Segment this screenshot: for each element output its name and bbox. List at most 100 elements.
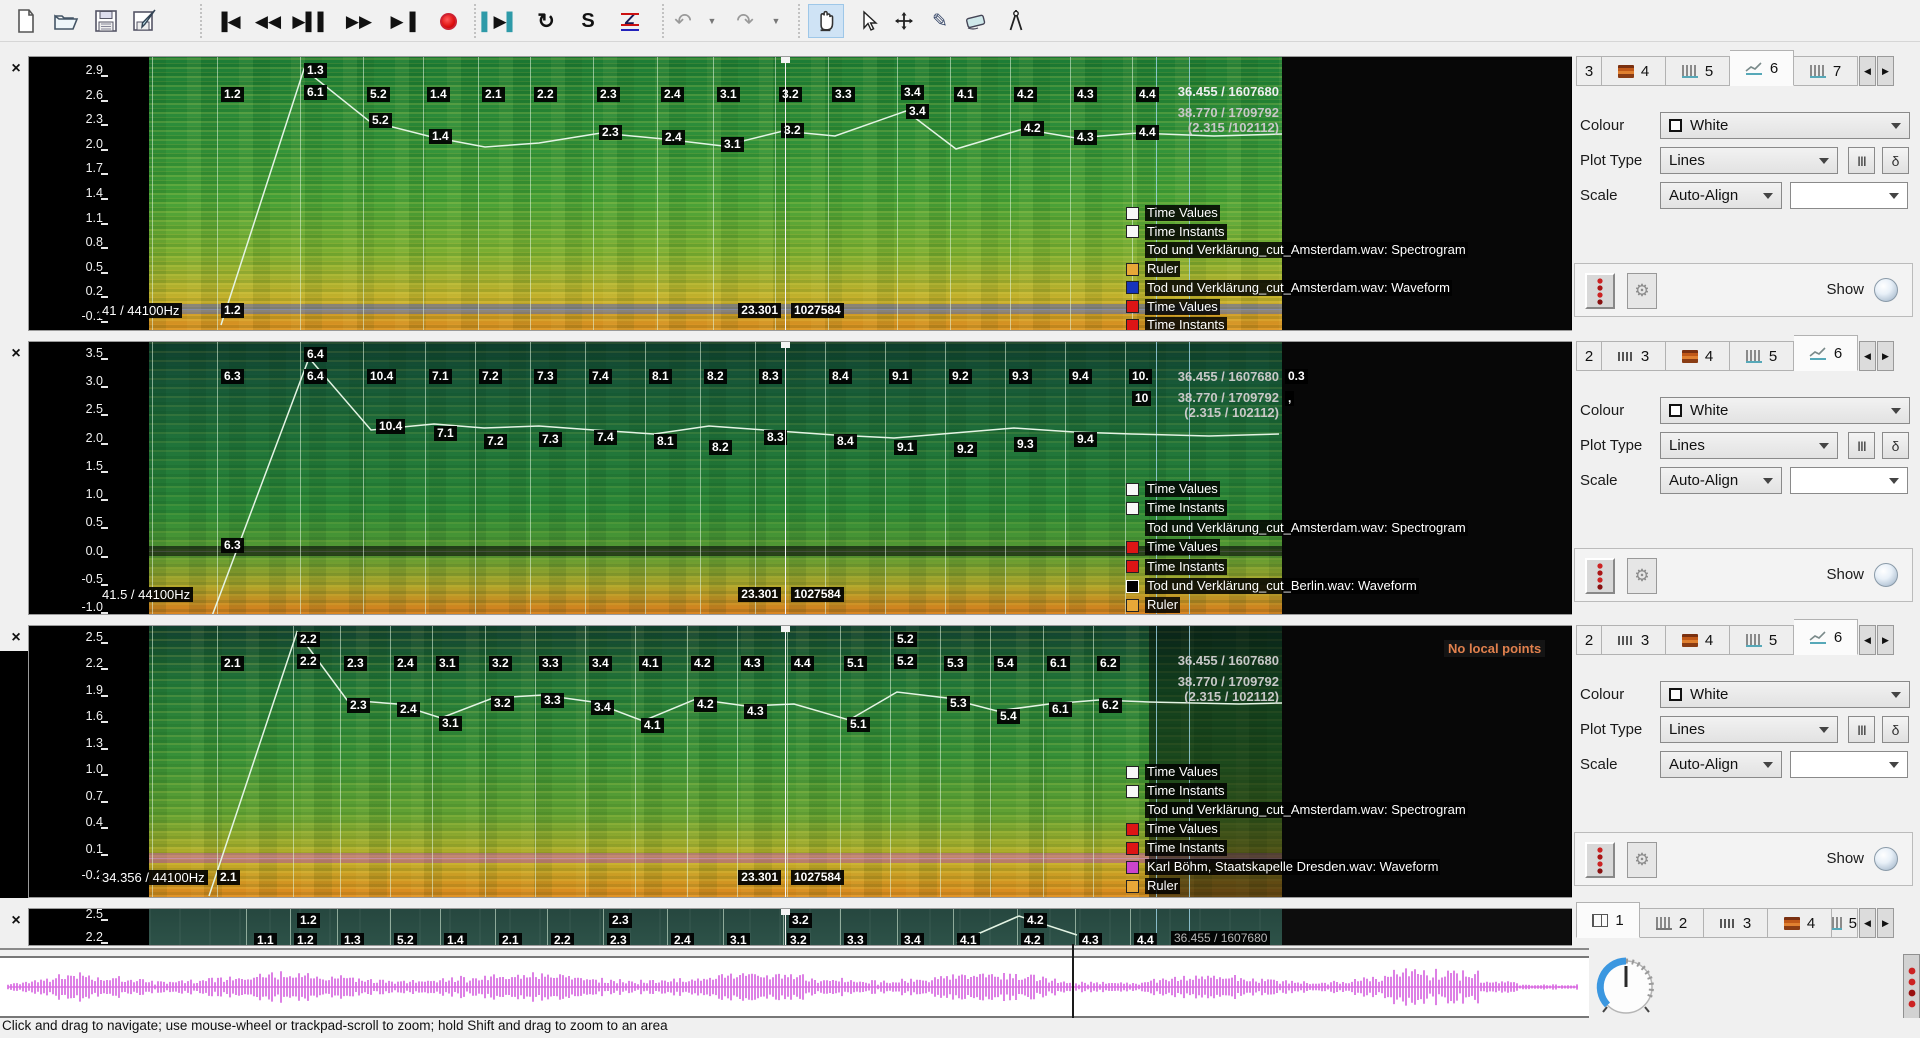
plot-type-select[interactable]: Lines — [1660, 147, 1838, 174]
close-pane-button[interactable]: × — [5, 910, 27, 932]
solo-playback-button[interactable]: S — [570, 4, 606, 38]
derivative-button[interactable]: δ — [1882, 147, 1909, 174]
layer-tab-5[interactable]: 5 — [1832, 908, 1858, 938]
show-toggle[interactable] — [1874, 847, 1898, 871]
redo-button[interactable]: ↷ — [730, 4, 760, 38]
show-toggle[interactable] — [1874, 278, 1898, 302]
spectrogram-view[interactable]: 1.21.36.15.21.42.12.22.32.43.13.23.33.44… — [149, 57, 1571, 330]
level-meter-button[interactable] — [1585, 842, 1615, 878]
layer-tab-3[interactable]: 3 — [1576, 56, 1602, 86]
play-selection-button[interactable]: ▌▶▌ — [482, 4, 518, 38]
scale-unit-select[interactable] — [1790, 182, 1908, 209]
derivative-button[interactable]: δ — [1882, 716, 1909, 743]
undo-dropdown-button[interactable]: ▼ — [702, 4, 722, 38]
tab-number: 7 — [1833, 63, 1841, 80]
pane-1[interactable]: 2.92.62.32.01.71.41.10.80.50.2-0.11.21.3… — [28, 56, 1575, 331]
layer-tab-5[interactable]: 5 — [1730, 625, 1794, 655]
tab-scroll-right-button[interactable]: ▶ — [1877, 908, 1894, 938]
level-meter-button[interactable] — [1585, 273, 1615, 309]
layer-tab-3[interactable]: 3 — [1602, 341, 1666, 371]
tab-scroll-left-button[interactable]: ◀ — [1859, 625, 1876, 655]
select-tool-button[interactable] — [850, 4, 886, 38]
layer-tab-3[interactable]: 3 — [1602, 625, 1666, 655]
tab-scroll-right-button[interactable]: ▶ — [1877, 625, 1894, 655]
fast-forward-button[interactable]: ▶▶ — [341, 4, 377, 38]
segment-divisions-button[interactable]: III — [1848, 147, 1875, 174]
save-session-button[interactable] — [88, 4, 124, 38]
segment-divisions-button[interactable]: III — [1848, 432, 1875, 459]
tab-scroll-right-button[interactable]: ▶ — [1877, 341, 1894, 371]
layer-tab-6[interactable]: 6 — [1730, 50, 1794, 86]
loop-playback-button[interactable]: ↻ — [528, 4, 564, 38]
record-button[interactable] — [430, 4, 466, 38]
y-tick-label: 1.3 — [45, 736, 103, 750]
spectrogram-view[interactable]: 6.36.46.410.47.17.27.37.48.18.28.38.49.1… — [149, 342, 1571, 614]
segment-divisions-button[interactable]: III — [1848, 716, 1875, 743]
show-toggle[interactable] — [1874, 563, 1898, 587]
rewind-button[interactable]: ◀◀ — [250, 4, 286, 38]
align-toggle-button[interactable]: Z — [612, 4, 648, 38]
open-session-button[interactable] — [48, 4, 84, 38]
close-pane-button[interactable]: × — [5, 58, 27, 80]
layer-tab-2[interactable]: 2 — [1576, 341, 1602, 371]
overview-playhead[interactable] — [1072, 944, 1074, 1018]
scale-unit-select[interactable] — [1790, 467, 1908, 494]
layer-tab-4[interactable]: 4 — [1666, 341, 1730, 371]
layer-tab-6[interactable]: 6 — [1794, 335, 1858, 371]
playback-settings-button[interactable]: ⚙ — [1627, 558, 1657, 594]
export-session-button[interactable] — [127, 4, 163, 38]
layer-tab-4[interactable]: 4 — [1602, 56, 1666, 86]
layer-tab-4[interactable]: 4 — [1768, 908, 1832, 938]
tab-scroll-left-button[interactable]: ◀ — [1859, 341, 1876, 371]
layer-tab-3[interactable]: 3 — [1704, 908, 1768, 938]
pane-4[interactable]: 2.52.21.11.21.21.35.21.42.12.22.32.32.43… — [28, 908, 1575, 946]
play-pause-button[interactable]: ▶▌▌ — [293, 4, 329, 38]
scale-select[interactable]: Auto-Align — [1660, 467, 1782, 494]
new-session-button[interactable] — [8, 4, 44, 38]
colour-select[interactable]: White — [1660, 681, 1910, 708]
fast-forward-to-end-button[interactable]: ▶▐ — [385, 4, 421, 38]
playback-settings-button[interactable]: ⚙ — [1627, 273, 1657, 309]
playback-settings-button[interactable]: ⚙ — [1627, 842, 1657, 878]
layer-tab-1[interactable]: 1 — [1576, 902, 1640, 938]
scale-unit-select[interactable] — [1790, 751, 1908, 778]
tab-scroll-right-button[interactable]: ▶ — [1877, 56, 1894, 86]
level-meter-button[interactable] — [1585, 558, 1615, 594]
layer-tab-7[interactable]: 7 — [1794, 56, 1858, 86]
spectrogram-view[interactable]: 2.12.22.22.32.43.13.23.33.44.14.24.34.45… — [149, 626, 1571, 897]
playback-speed-knob[interactable] — [1593, 954, 1659, 1020]
layer-tab-6[interactable]: 6 — [1794, 619, 1858, 655]
time-value-label: , — [1285, 391, 1294, 406]
measure-tool-button[interactable] — [998, 4, 1034, 38]
tab-scroll-left-button[interactable]: ◀ — [1859, 56, 1876, 86]
y-tick-label: 0.4 — [45, 815, 103, 829]
derivative-button[interactable]: δ — [1882, 432, 1909, 459]
redo-dropdown-button[interactable]: ▼ — [766, 4, 786, 38]
layer-tab-4[interactable]: 4 — [1666, 625, 1730, 655]
layer-tab-2[interactable]: 2 — [1576, 625, 1602, 655]
scale-select[interactable]: Auto-Align — [1660, 751, 1782, 778]
layer-tab-5[interactable]: 5 — [1666, 56, 1730, 86]
plot-type-select[interactable]: Lines — [1660, 716, 1838, 743]
navigate-tool-button[interactable] — [808, 4, 844, 38]
colour-select[interactable]: White — [1660, 397, 1910, 424]
tab-scroll-left-button[interactable]: ◀ — [1859, 908, 1876, 938]
erase-tool-button[interactable] — [958, 4, 994, 38]
plot-type-select[interactable]: Lines — [1660, 432, 1838, 459]
pane-3[interactable]: 2.52.21.91.61.31.00.70.40.1-0.22.12.22.2… — [28, 625, 1575, 898]
layer-tab-2[interactable]: 2 — [1640, 908, 1704, 938]
scale-select[interactable]: Auto-Align — [1660, 182, 1782, 209]
draw-tool-button[interactable]: ✎ — [922, 4, 958, 38]
edit-move-tool-button[interactable] — [886, 4, 922, 38]
pane-2[interactable]: 3.53.02.52.01.51.00.50.0-0.5-1.06.36.46.… — [28, 341, 1575, 615]
rewind-to-start-button[interactable]: ▐◀ — [210, 4, 246, 38]
overview-pane[interactable] — [0, 956, 1589, 1018]
colour-select[interactable]: White — [1660, 112, 1910, 139]
close-pane-button[interactable]: × — [5, 343, 27, 365]
layer-tab-5[interactable]: 5 — [1730, 341, 1794, 371]
close-pane-button[interactable]: × — [5, 627, 27, 649]
y-tick-label: 1.1 — [45, 211, 103, 225]
undo-button[interactable]: ↶ — [668, 4, 698, 38]
spectrogram-view[interactable]: 1.11.21.21.35.21.42.12.22.32.32.43.13.23… — [149, 909, 1571, 945]
playback-level-button[interactable] — [1903, 954, 1920, 1020]
